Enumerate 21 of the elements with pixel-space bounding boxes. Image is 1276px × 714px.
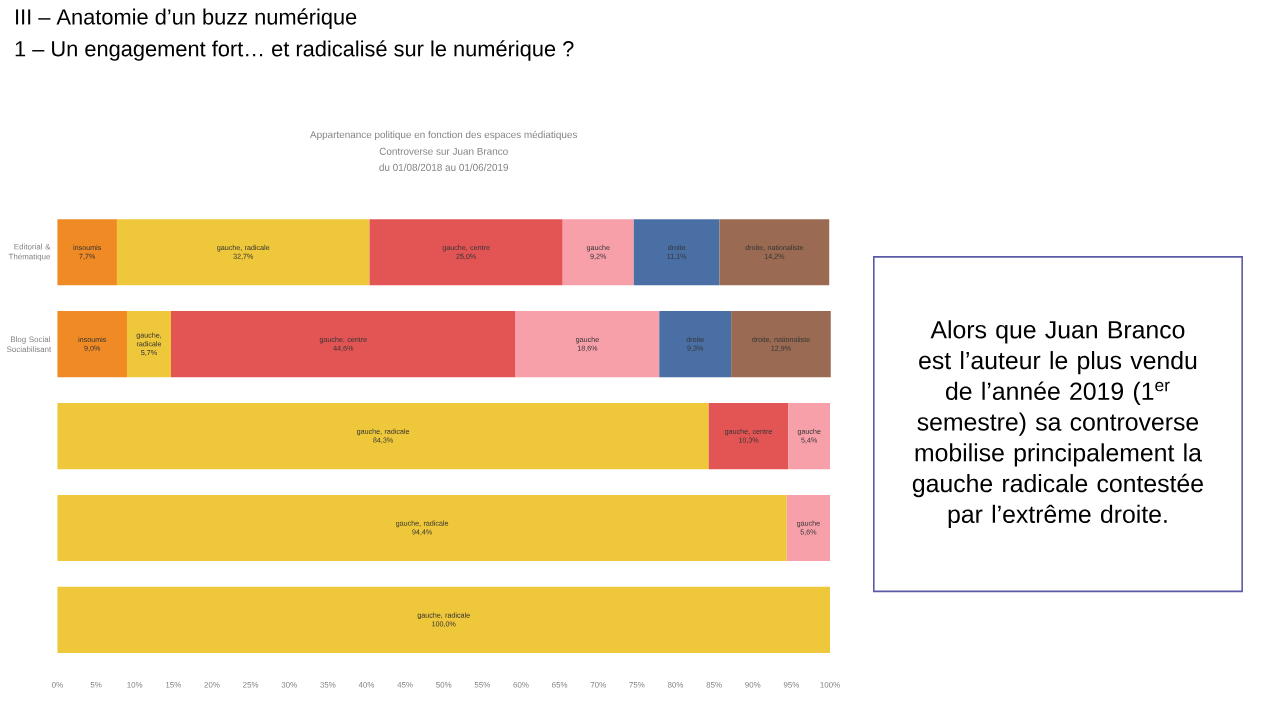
bar — [369, 218, 563, 285]
bar — [515, 310, 660, 377]
bar — [719, 218, 830, 285]
bar — [57, 310, 127, 377]
bar — [659, 310, 732, 377]
bar — [57, 494, 787, 561]
bar — [126, 310, 172, 377]
chart-title: III – Anatomie d’un buzz numérique — [16, 7, 357, 29]
bar — [708, 402, 789, 469]
bar — [731, 310, 831, 377]
bar — [786, 494, 830, 561]
bar — [57, 218, 117, 285]
bar — [633, 218, 720, 285]
bar — [171, 310, 516, 377]
text: Alors que Juan Branco est l’auteur le plus vendu de l’année 2019 (1$^{er}$ semestre) sa controverse mobilise principalement la gauche radicale contestée par l’extrême droite. — [912, 319, 1203, 528]
bar — [788, 402, 830, 469]
bar — [562, 218, 634, 285]
bar — [57, 402, 709, 469]
bar — [116, 218, 370, 285]
chart-subtitle: 1 – Un engagement fort… et radicalisé sur le numérique ? — [15, 39, 574, 61]
bar — [57, 586, 830, 653]
